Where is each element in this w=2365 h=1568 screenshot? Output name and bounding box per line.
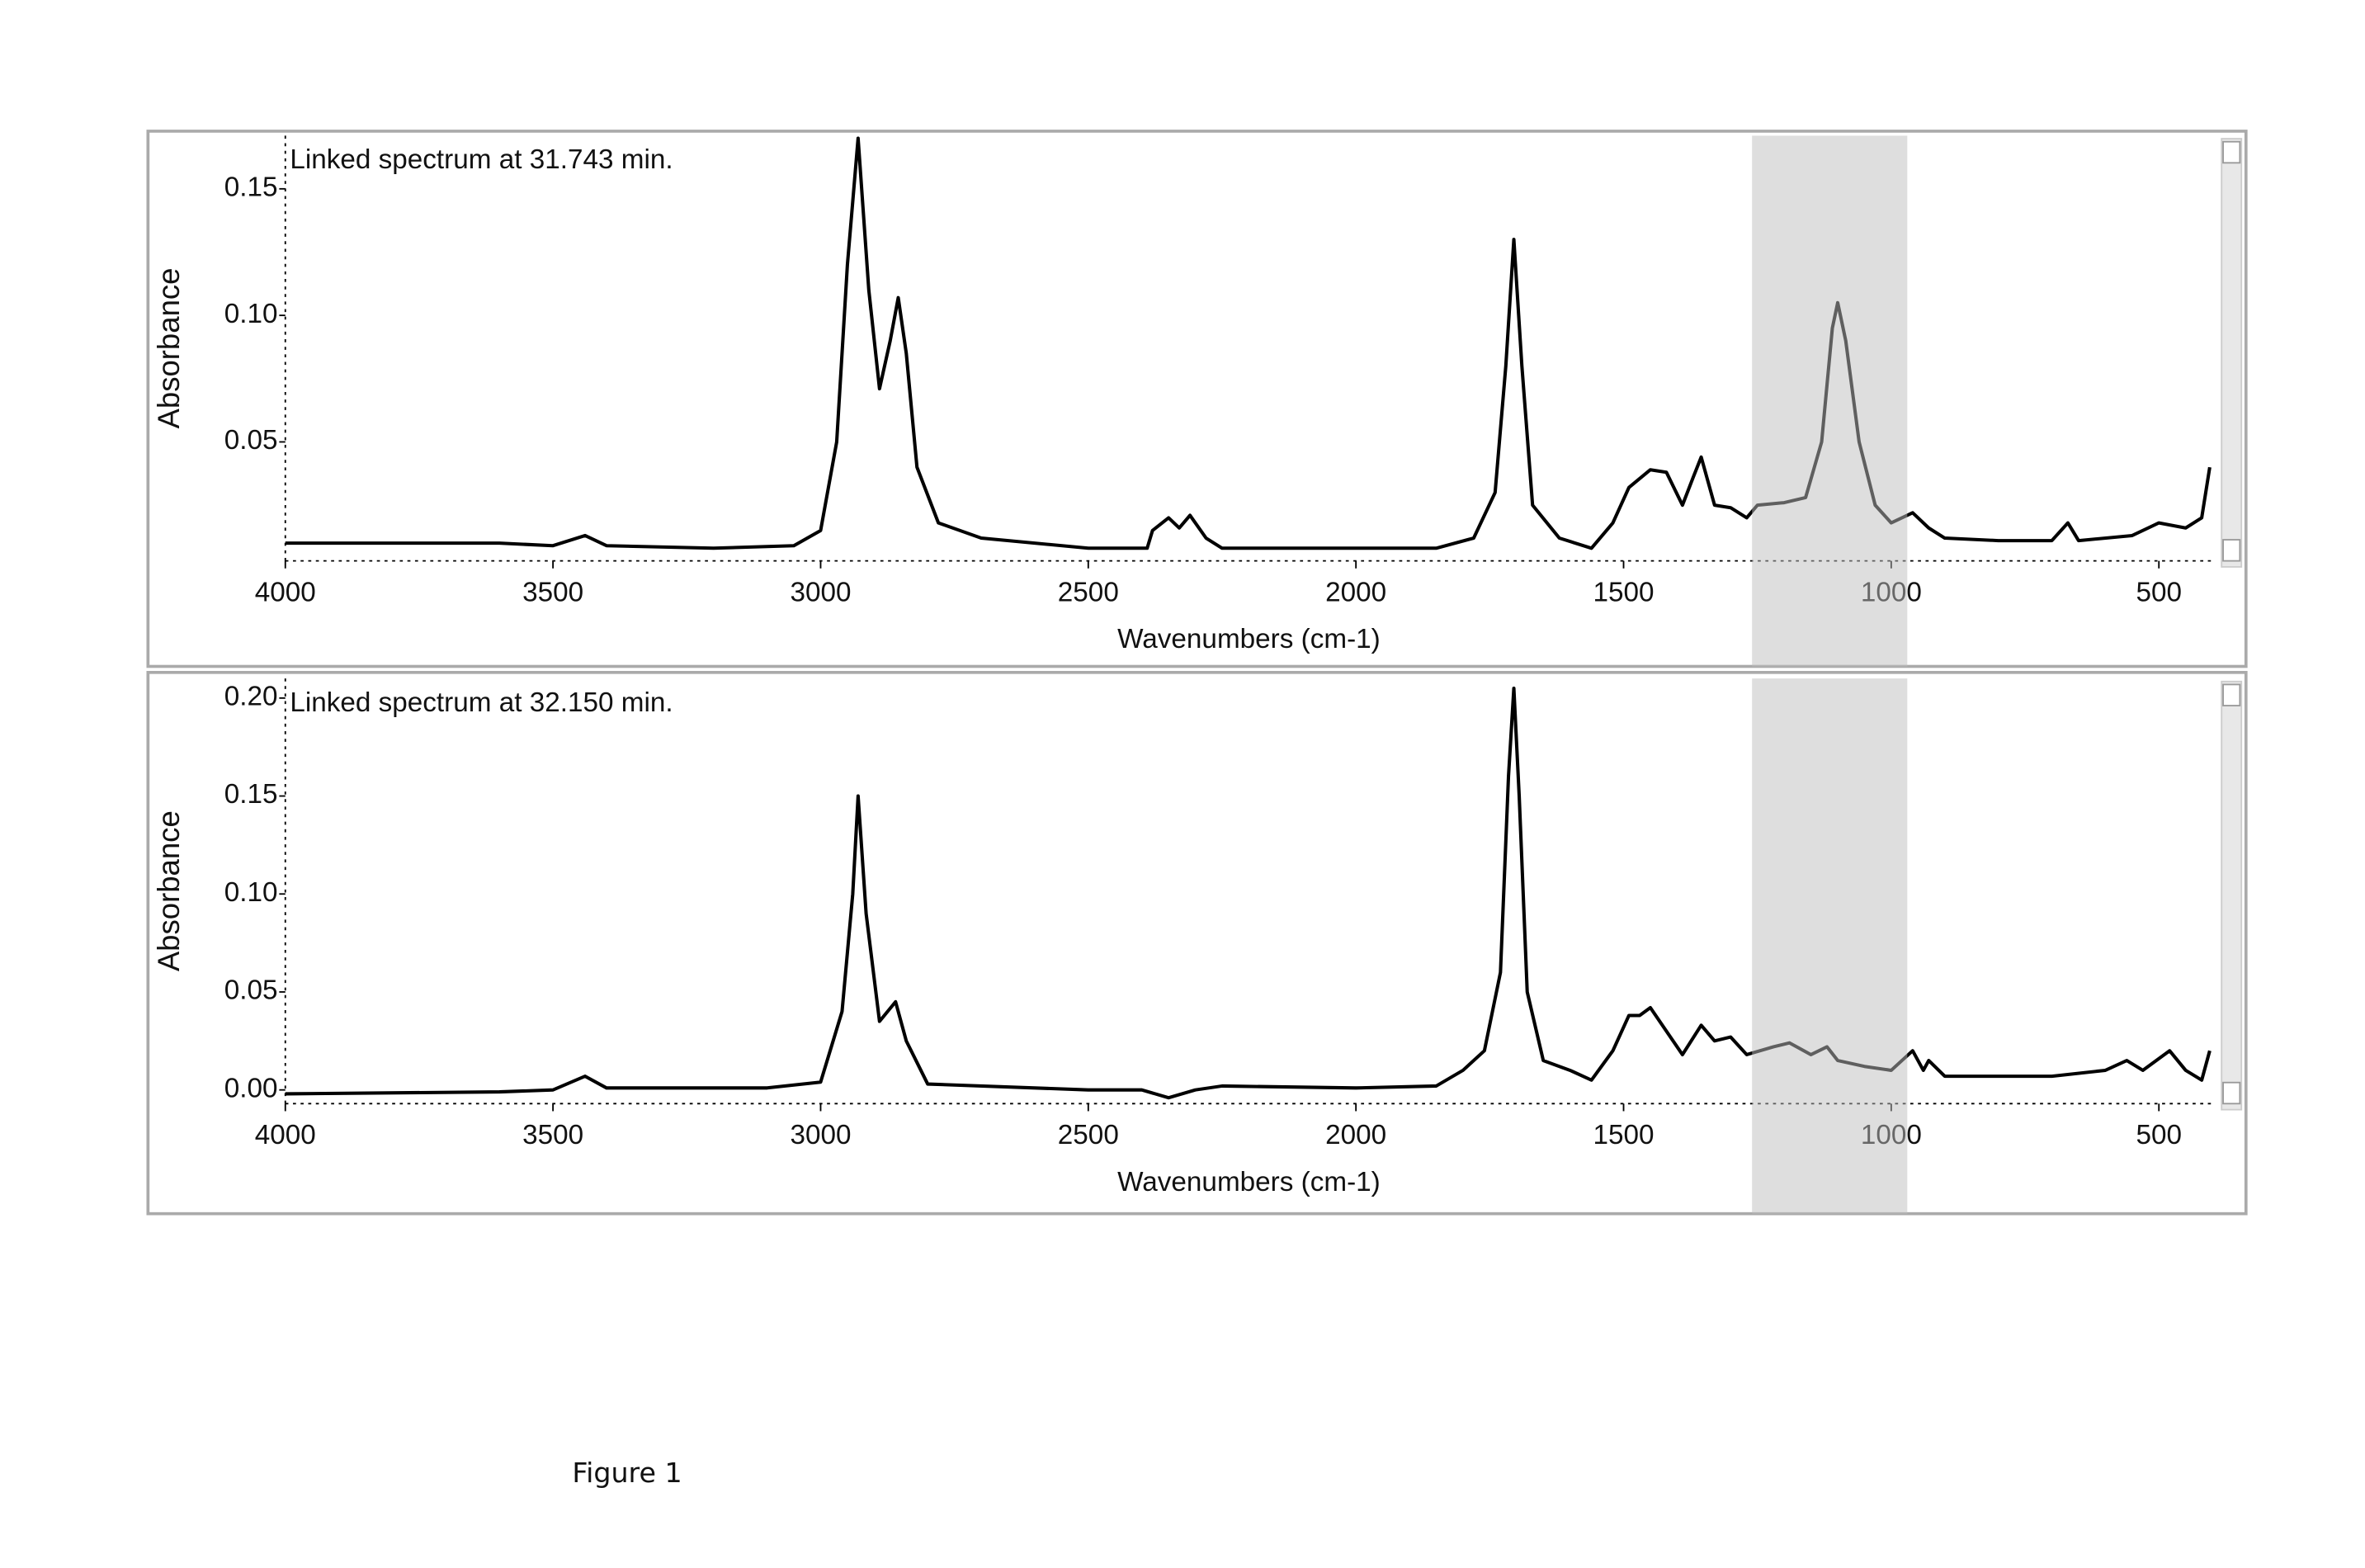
panel-frame	[146, 670, 2248, 1216]
x-tick-label: 4000	[255, 578, 316, 608]
scroll-up	[2222, 683, 2241, 706]
highlight-band	[1752, 135, 1908, 667]
x-tick-label: 3500	[522, 578, 583, 608]
figure-caption: Figure 1	[572, 1457, 682, 1489]
y-tick-label: 0.15	[224, 779, 278, 810]
x-tick-label: 500	[2136, 1120, 2182, 1150]
annotation: Linked spectrum at 31.743 min.	[290, 144, 673, 175]
y-axis-label: Absorbance	[152, 268, 186, 429]
y-tick-label: 0.10	[224, 877, 278, 908]
highlight-band	[1752, 678, 1908, 1214]
y-tick-label: 0.00	[224, 1074, 278, 1104]
x-tick-label: 1500	[1593, 1120, 1655, 1150]
x-tick-label: 4000	[255, 1120, 316, 1150]
x-axis-label: Wavenumbers (cm-1)	[1117, 624, 1381, 654]
scrollbar	[2221, 138, 2243, 568]
y-tick-label: 0.20	[224, 682, 278, 712]
x-tick-label: 3500	[522, 1120, 583, 1150]
x-tick-label: 2000	[1325, 1120, 1386, 1150]
scroll-down	[2222, 539, 2241, 562]
x-tick-label: 2000	[1325, 578, 1386, 608]
spectrum-line	[285, 686, 2212, 1100]
x-tick-label: 2500	[1058, 578, 1119, 608]
x-tick-label: 2500	[1058, 1120, 1119, 1150]
scrollbar	[2221, 680, 2243, 1111]
x-tick-label: 500	[2136, 578, 2182, 608]
annotation: Linked spectrum at 32.150 min.	[290, 687, 673, 718]
x-tick-label: 1500	[1593, 578, 1655, 608]
spectrum-line	[285, 136, 2212, 550]
y-axis-label: Absorbance	[152, 810, 186, 971]
scroll-up	[2222, 140, 2241, 164]
x-axis-label: Wavenumbers (cm-1)	[1117, 1167, 1381, 1197]
x-tick-label: 3000	[790, 1120, 851, 1150]
panel-frame	[146, 130, 2248, 668]
x-tick-label: 3000	[790, 578, 851, 608]
y-tick-label: 0.05	[224, 975, 278, 1006]
y-tick-label: 0.10	[224, 299, 278, 329]
scroll-down	[2222, 1081, 2241, 1105]
y-tick-label: 0.05	[224, 425, 278, 456]
y-tick-label: 0.15	[224, 172, 278, 203]
